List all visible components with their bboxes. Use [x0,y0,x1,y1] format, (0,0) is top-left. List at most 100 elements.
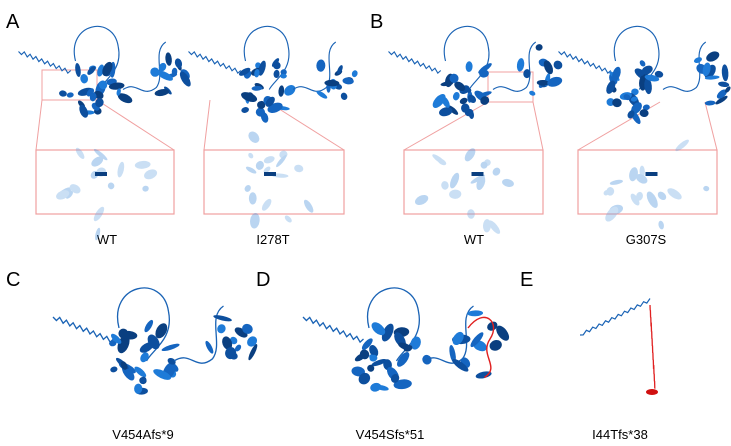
helix [116,88,121,96]
helix [536,79,550,86]
protein-structure [52,287,258,395]
helix [247,336,258,347]
helix [452,331,464,346]
zoom-region [41,69,98,101]
helix [66,92,74,98]
helix [225,347,237,360]
helix [244,185,251,192]
helix [245,166,257,174]
helix [553,60,563,70]
helix [359,349,370,360]
coil [243,25,290,90]
helix [273,69,280,79]
helix [324,79,340,87]
helix [222,336,233,350]
helix [205,340,214,354]
helix [284,215,292,223]
coil [492,41,537,92]
helix [93,206,105,222]
protein-structure [188,25,358,123]
caption: I44Tfs*38 [592,427,648,442]
helix [646,389,658,395]
helix [636,191,643,201]
helix [91,156,104,167]
helix [316,90,328,99]
helix [721,64,729,82]
residue [264,172,276,176]
helix [484,159,491,166]
caption: WT [464,232,484,247]
helix [303,199,314,213]
helix [623,94,631,101]
red-tail [649,304,656,389]
caption: V454Sfs*51 [356,427,425,442]
protein-structure [388,25,563,119]
zoom-boxes [35,149,718,215]
helix [492,167,501,176]
helix [142,185,149,192]
helix [217,324,226,334]
helix [639,165,645,178]
coil [662,41,707,92]
helix [271,58,280,67]
helix [629,167,638,182]
helix [154,89,170,97]
helix [95,227,101,241]
coil [579,298,651,336]
helix [241,92,258,103]
helix [635,173,648,184]
helix [449,345,456,363]
helix [716,89,727,99]
helix [393,379,412,390]
helix [111,333,122,344]
coil [423,305,474,364]
helix [488,220,501,234]
helix [239,67,251,76]
helix [95,98,104,108]
helix [397,352,410,367]
coil [558,50,612,75]
helix [459,97,468,105]
helix [612,66,621,82]
helix [627,110,635,119]
helix [241,107,249,113]
helix [284,84,296,96]
helix [612,98,622,108]
helix [294,164,304,173]
helix [248,192,257,205]
helix [340,92,348,100]
coil [173,305,224,364]
helix [489,339,502,351]
helix [654,70,664,78]
helix [447,105,459,115]
helix [108,82,125,90]
helix [75,63,81,77]
coil [292,41,337,92]
helix [644,74,660,82]
coil [443,25,490,90]
helix [93,149,108,161]
residue [471,172,484,176]
helix [353,368,361,376]
helix [606,187,615,196]
helix [213,315,232,322]
helix [251,85,263,91]
helix [110,366,118,373]
helix [658,220,664,230]
helix [639,60,646,67]
protein-structure [302,287,510,392]
helix [414,194,429,206]
helix [480,96,490,105]
helix [65,190,74,199]
helix [134,366,147,378]
helix [454,81,466,92]
panel-label: E [520,269,533,291]
helix [280,69,287,76]
helix [117,335,130,354]
helix [715,95,728,105]
helix [279,150,288,159]
helix [465,61,473,73]
helix [263,156,275,164]
helix [102,61,113,76]
helix [337,65,343,75]
